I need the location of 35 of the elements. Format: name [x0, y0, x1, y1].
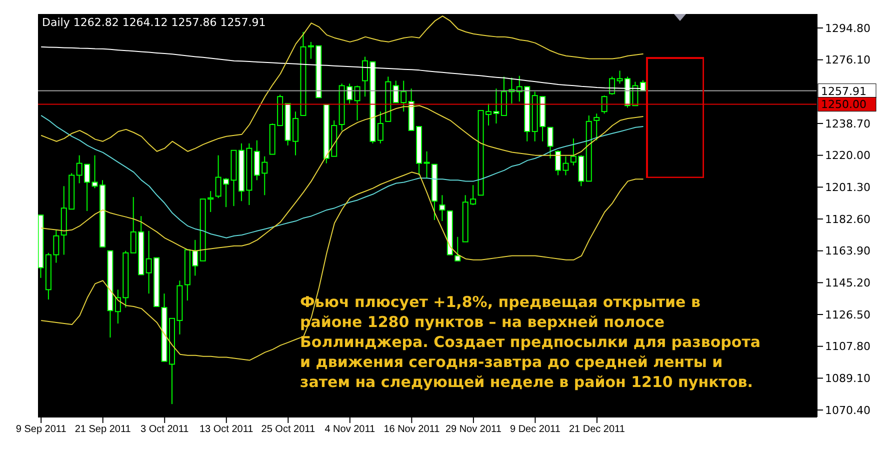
x-tick-label: 16 Nov 2011 [384, 424, 440, 436]
y-tick-label: 1126.50 [825, 308, 870, 322]
candlestick [594, 113, 600, 141]
candlestick [601, 95, 608, 114]
y-tick-label: 1201.30 [825, 181, 870, 194]
chart-title: Daily 1262.82 1264.12 1257.86 1257.91 [42, 16, 266, 29]
x-tick-label: 21 Sep 2011 [74, 424, 132, 436]
candlestick [439, 194, 446, 222]
x-tick-label: 4 Nov 2011 [324, 424, 376, 436]
candlestick [547, 126, 554, 159]
candlestick [377, 111, 384, 144]
x-tick-label: 3 Oct 2011 [140, 424, 190, 436]
x-tick-label: 9 Sep 2011 [16, 424, 67, 436]
y-tick-label: 1070.40 [825, 404, 870, 417]
y-tick-label: 1089.10 [825, 372, 870, 386]
line-series [40, 16, 644, 152]
x-tick-label: 21 Dec 2011 [568, 424, 626, 436]
x-tick-label: 9 Dec 2011 [510, 424, 561, 436]
y-tick-label: 1145.20 [825, 276, 870, 290]
ref-line-label: 1257.91 [821, 84, 866, 98]
y-tick-label: 1238.70 [825, 117, 870, 130]
line-series [40, 114, 644, 238]
ref-line-label: 1250.00 [821, 98, 866, 112]
y-tick-label: 1182.60 [825, 212, 870, 226]
candlestick [354, 85, 360, 121]
x-tick-label: 25 Oct 2011 [261, 424, 316, 436]
candlestick [454, 236, 461, 262]
candlestick [424, 150, 430, 179]
y-tick-label: 1107.80 [825, 340, 870, 354]
x-tick-label: 29 Nov 2011 [445, 424, 502, 436]
y-tick-label: 1163.90 [825, 244, 870, 258]
y-tick-label: 1294.80 [825, 22, 870, 35]
y-tick-label: 1220.00 [825, 149, 870, 162]
x-tick-label: 13 Oct 2011 [200, 424, 254, 436]
y-tick-label: 1276.10 [825, 54, 870, 67]
